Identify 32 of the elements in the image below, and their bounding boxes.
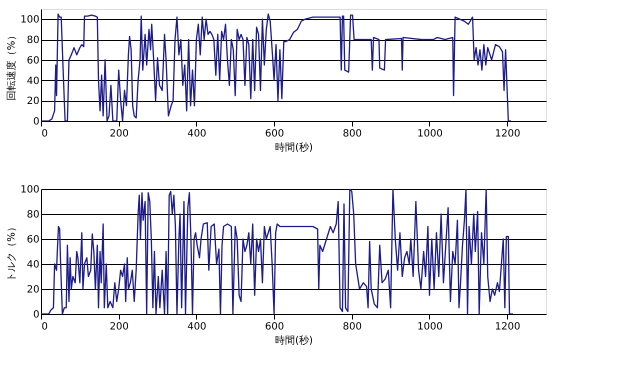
x-tick-label: 400 [187, 322, 206, 332]
y-tick-label: 0 [33, 116, 40, 128]
x-tick-label: 400 [187, 128, 206, 140]
x-tick-label: 800 [342, 128, 362, 140]
x-tick-label: 600 [265, 128, 284, 140]
line-series [41, 189, 514, 314]
y-tick-label: 100 [20, 184, 40, 196]
y-axis-title: 回転速度（%） [5, 30, 18, 100]
x-axis-title: 時間(秒) [275, 142, 313, 154]
x-tick-label: 600 [265, 322, 284, 332]
x-tick-label: 200 [110, 322, 129, 332]
y-tick-label: 0 [33, 310, 40, 320]
x-tick-label: 0 [42, 322, 48, 332]
y-tick-label: 40 [26, 260, 40, 270]
y-tick-label: 60 [26, 55, 40, 66]
x-tick-label: 1000 [417, 128, 443, 140]
y-tick-label: 80 [26, 210, 40, 220]
y-tick-label: 60 [26, 234, 40, 246]
line-series [41, 13, 512, 121]
x-axis-title: 時間(秒) [275, 334, 313, 346]
y-axis-title: トルク（%） [6, 222, 18, 282]
y-tick-label: 80 [26, 35, 40, 46]
x-tick-label: 0 [42, 128, 48, 140]
y-tick-label: 40 [26, 76, 40, 87]
y-tick-label: 20 [26, 284, 40, 296]
x-tick-label: 800 [342, 322, 362, 332]
x-tick-label: 1200 [494, 322, 520, 332]
x-tick-label: 1200 [494, 128, 520, 140]
y-tick-label: 20 [26, 96, 40, 108]
x-tick-label: 200 [110, 128, 129, 140]
x-tick-label: 1000 [417, 322, 443, 332]
y-tick-label: 100 [20, 14, 40, 26]
